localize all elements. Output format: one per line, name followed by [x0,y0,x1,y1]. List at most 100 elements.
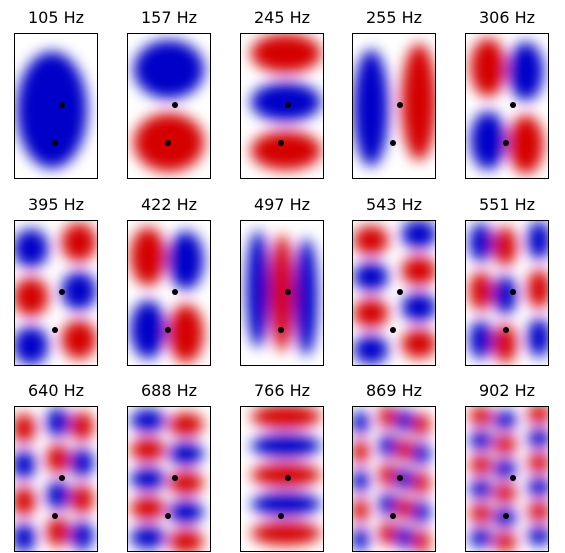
field-blobs [352,406,431,552]
sensor-dot [278,327,284,333]
field-lobe [493,275,517,315]
sensor-dot [503,513,509,519]
field-lobe [46,517,70,547]
field-lobe [294,238,318,356]
field-lobe [353,298,389,328]
panel-title: 543 Hz [366,195,422,214]
field-lobe [527,501,549,522]
sensor-dot [165,140,171,146]
field-lobe [469,479,493,499]
field-blobs [469,220,549,364]
mode-field [352,33,436,179]
field-lobe [412,412,431,437]
mode-field [240,406,324,552]
field-lobe [527,220,549,260]
panel-title: 640 Hz [28,381,84,400]
field-lobe [527,318,549,358]
mode-panel: 306 Hz [465,8,549,179]
sensor-dot [510,289,516,295]
mode-field [352,406,436,552]
mode-panel: 497 Hz [240,195,324,366]
field-lobe [412,442,431,466]
field-lobe [353,335,389,365]
panel-frame [14,220,98,366]
sensor-dot [510,102,516,108]
field-blobs [130,408,204,552]
field-lobe [250,521,322,546]
field-lobe [70,484,94,514]
field-lobe [168,471,204,495]
field-lobe [168,500,204,524]
mode-field [127,33,211,179]
field-lobe [70,521,94,551]
field-lobe [70,411,94,441]
panel-frame [127,406,211,552]
field-lobe [493,434,517,455]
field-lobe [527,406,549,424]
panel-title: 255 Hz [366,8,422,27]
field-lobe [14,228,49,268]
mode-panel: 551 Hz [465,195,549,366]
sensor-dot [278,513,284,519]
field-lobe [401,43,436,161]
field-lobe [61,271,97,311]
field-lobe [469,455,493,475]
field-lobe [250,131,322,171]
field-lobe [401,292,436,322]
field-lobe [353,225,389,255]
field-lobe [270,234,294,352]
mode-panel: 105 Hz [14,8,98,179]
panel-frame [465,33,549,179]
field-lobe [46,444,70,474]
field-blobs [246,230,318,356]
panel-title: 688 Hz [141,381,197,400]
field-lobe [493,226,517,266]
panel-frame [14,406,98,552]
field-lobe [250,33,322,73]
field-lobe [250,463,322,487]
panel-title: 551 Hz [479,195,535,214]
field-lobe [527,269,549,309]
field-lobe [470,111,506,170]
sensor-dot [59,289,65,295]
field-lobe [401,256,436,286]
panel-title: 245 Hz [254,8,310,27]
field-lobe [395,408,414,433]
field-lobe [61,320,97,360]
field-lobe [246,230,270,348]
field-lobe [14,277,49,317]
field-lobe [412,529,431,552]
panel-title: 157 Hz [141,8,197,27]
field-lobe [469,222,493,262]
field-lobe [70,448,94,478]
field-lobe [16,51,88,169]
field-lobe [378,434,397,458]
mode-field [465,33,549,179]
sensor-dot [503,327,509,333]
field-lobe [378,463,397,487]
field-lobe [168,304,204,363]
field-lobe [395,438,414,462]
field-lobe [470,38,506,97]
field-lobe [527,477,549,497]
field-lobe [250,82,322,122]
field-lobe [527,526,549,546]
sensor-dot [397,102,403,108]
sensor-dot [172,102,178,108]
panel-frame [352,406,436,552]
field-lobe [508,115,544,174]
sensor-dot [59,475,65,481]
sensor-dot [397,289,403,295]
field-lobe [130,438,166,462]
mode-field [240,33,324,179]
sensor-dot [390,327,396,333]
field-lobe [493,459,517,479]
field-lobe [168,442,204,466]
field-lobe [133,40,205,99]
mode-panel: 688 Hz [127,381,211,552]
panel-frame [465,220,549,366]
sensor-dot [52,513,58,519]
field-lobe [130,227,166,286]
field-lobe [352,410,370,435]
field-lobe [469,271,493,311]
